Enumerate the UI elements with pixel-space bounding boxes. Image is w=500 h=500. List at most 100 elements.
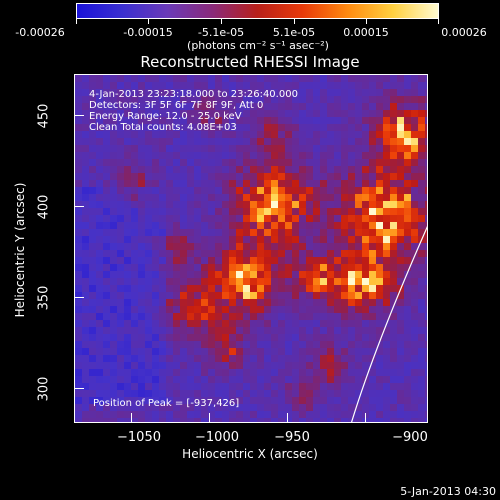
- image-pixel: [425, 117, 427, 124]
- image-pixel: [292, 215, 299, 222]
- image-pixel: [306, 131, 313, 138]
- image-pixel: [299, 292, 306, 299]
- image-pixel: [173, 75, 180, 82]
- image-pixel: [411, 229, 418, 236]
- image-pixel: [418, 103, 425, 110]
- image-pixel: [341, 82, 348, 89]
- image-pixel: [145, 369, 152, 376]
- image-pixel: [355, 404, 362, 411]
- image-pixel: [271, 222, 278, 229]
- image-pixel: [292, 418, 299, 422]
- image-pixel: [145, 236, 152, 243]
- image-pixel: [257, 341, 264, 348]
- image-pixel: [404, 124, 411, 131]
- image-pixel: [215, 404, 222, 411]
- image-pixel: [383, 89, 390, 96]
- image-pixel: [117, 75, 124, 82]
- image-pixel: [145, 89, 152, 96]
- image-pixel: [425, 278, 427, 285]
- image-pixel: [362, 215, 369, 222]
- image-pixel: [89, 89, 96, 96]
- image-pixel: [159, 152, 166, 159]
- image-pixel: [131, 383, 138, 390]
- image-pixel: [257, 320, 264, 327]
- image-pixel: [180, 306, 187, 313]
- image-pixel: [194, 208, 201, 215]
- image-pixel: [397, 397, 404, 404]
- image-pixel: [152, 334, 159, 341]
- image-pixel: [208, 117, 215, 124]
- image-pixel: [278, 152, 285, 159]
- image-pixel: [138, 264, 145, 271]
- colorbar-tick: [294, 19, 295, 24]
- image-pixel: [96, 376, 103, 383]
- image-pixel: [355, 159, 362, 166]
- image-pixel: [418, 75, 425, 82]
- image-pixel: [215, 159, 222, 166]
- image-pixel: [362, 222, 369, 229]
- image-pixel: [250, 411, 257, 418]
- image-pixel: [236, 313, 243, 320]
- image-pixel: [411, 138, 418, 145]
- image-pixel: [418, 82, 425, 89]
- image-pixel: [117, 208, 124, 215]
- image-pixel: [390, 201, 397, 208]
- image-pixel: [369, 418, 376, 422]
- image-pixel: [117, 180, 124, 187]
- image-pixel: [299, 390, 306, 397]
- colorbar-tick: [438, 19, 439, 24]
- image-pixel: [341, 75, 348, 82]
- image-pixel: [257, 362, 264, 369]
- image-pixel: [397, 411, 404, 418]
- image-pixel: [264, 131, 271, 138]
- image-pixel: [173, 117, 180, 124]
- image-pixel: [159, 341, 166, 348]
- y-axis-tick-label: 400: [36, 194, 52, 220]
- image-pixel: [334, 138, 341, 145]
- image-pixel: [124, 243, 131, 250]
- image-pixel: [173, 180, 180, 187]
- image-pixel: [145, 194, 152, 201]
- image-pixel: [264, 334, 271, 341]
- image-pixel: [229, 278, 236, 285]
- image-pixel: [313, 243, 320, 250]
- image-pixel: [299, 222, 306, 229]
- image-pixel: [166, 75, 173, 82]
- image-pixel: [376, 376, 383, 383]
- image-pixel: [215, 320, 222, 327]
- image-pixel: [159, 376, 166, 383]
- image-pixel: [243, 145, 250, 152]
- image-pixel: [418, 117, 425, 124]
- image-pixel: [285, 327, 292, 334]
- image-pixel: [341, 313, 348, 320]
- image-pixel: [110, 89, 117, 96]
- image-pixel: [96, 341, 103, 348]
- image-pixel: [110, 285, 117, 292]
- image-pixel: [327, 131, 334, 138]
- image-pixel: [208, 215, 215, 222]
- image-pixel: [117, 369, 124, 376]
- image-pixel: [145, 82, 152, 89]
- image-pixel: [313, 390, 320, 397]
- image-pixel: [222, 418, 229, 422]
- image-pixel: [418, 285, 425, 292]
- image-pixel: [404, 376, 411, 383]
- image-pixel: [138, 152, 145, 159]
- image-pixel: [145, 292, 152, 299]
- image-pixel: [320, 117, 327, 124]
- image-pixel: [82, 320, 89, 327]
- image-pixel: [418, 222, 425, 229]
- image-pixel: [369, 166, 376, 173]
- image-pixel: [89, 383, 96, 390]
- image-pixel: [271, 152, 278, 159]
- image-pixel: [173, 278, 180, 285]
- image-pixel: [390, 103, 397, 110]
- image-pixel: [271, 131, 278, 138]
- image-pixel: [299, 187, 306, 194]
- colorbar-tick-label: -0.00026: [15, 26, 65, 39]
- image-pixel: [250, 103, 257, 110]
- image-pixel: [208, 229, 215, 236]
- image-pixel: [138, 383, 145, 390]
- image-pixel: [229, 180, 236, 187]
- image-pixel: [229, 376, 236, 383]
